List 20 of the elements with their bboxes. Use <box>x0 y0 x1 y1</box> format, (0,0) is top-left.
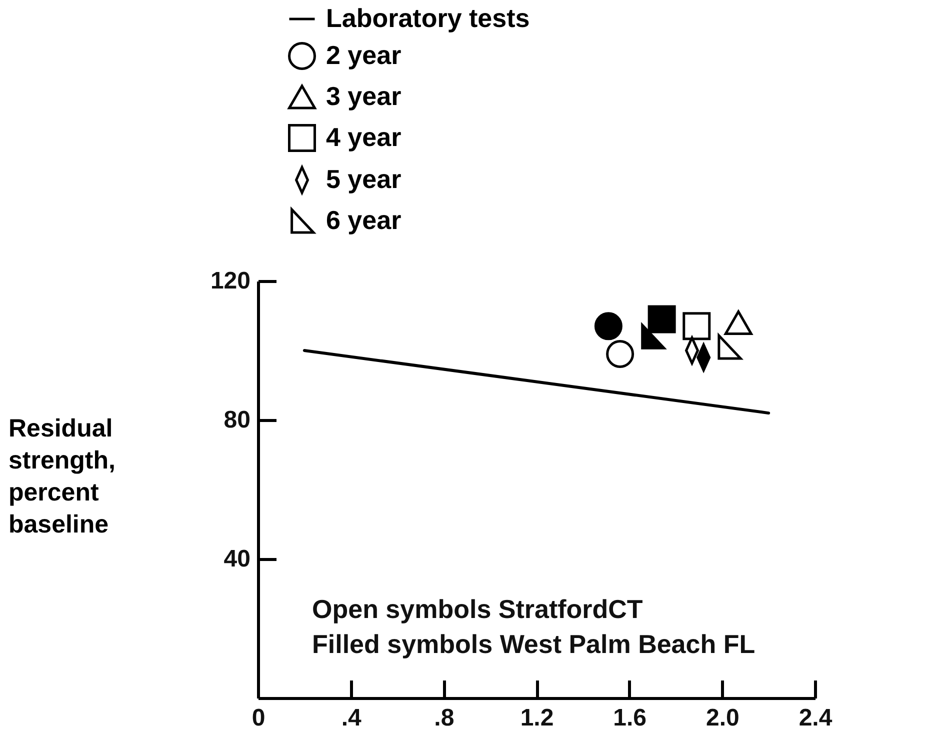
annotation: Filled symbols West Palm Beach FL <box>312 629 756 659</box>
x-tick-label: .4 <box>341 704 362 732</box>
y-tick-label: 80 <box>224 406 250 434</box>
y-axis-title: Residual strength, percent baseline <box>8 414 116 538</box>
point <box>724 310 752 335</box>
x-tick-label: .8 <box>434 704 454 732</box>
x-tick-label: 1.6 <box>613 704 647 732</box>
x-tick-label: 2.4 <box>798 704 833 732</box>
annotation: Open symbols StratfordCT <box>312 594 643 624</box>
legend-label: Laboratory tests <box>326 3 530 33</box>
legend-label: 4 year <box>326 122 402 152</box>
x-tick-label: 1.2 <box>520 704 554 732</box>
legend-label: 6 year <box>326 205 402 235</box>
legend-label: 5 year <box>326 164 402 194</box>
x-tick-label: 2.0 <box>706 704 740 732</box>
y-tick-label: 40 <box>224 546 250 572</box>
x-tick-label: 0 <box>252 704 266 732</box>
y-tick-label: 120 <box>210 268 250 294</box>
legend-label: 3 year <box>326 81 402 111</box>
legend-label: 2 year <box>326 40 402 70</box>
